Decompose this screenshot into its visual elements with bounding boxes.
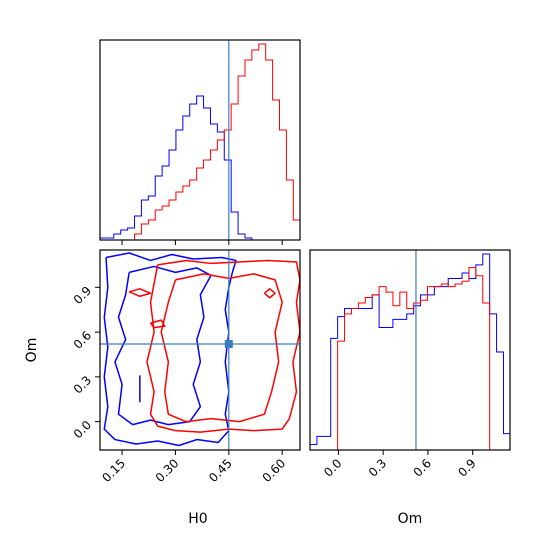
contour-y-tick-label: 0.0 [71,418,94,441]
contour-y-ticks: 0.0 0.3 0.6 0.9 [71,284,100,441]
contour-x-ticks: 0.15 0.30 0.45 0.60 [99,450,288,485]
x-axis-label-om: Om [398,511,423,527]
om-histogram-x-tick-label: 0.0 [321,456,344,479]
contour-x-tick-label: 0.30 [153,456,182,485]
om-histogram-x-tick-label: 0.6 [411,456,434,479]
truth-point-marker [224,340,233,349]
contour-red-inner-4 [160,273,283,423]
contour-blue-outer-0 [103,252,237,447]
contour-background [100,250,300,450]
contour-red-island-7 [149,319,166,329]
contour-x-tick-label: 0.45 [206,456,235,485]
om-histogram-panel: 0.0 0.3 0.6 0.9 [309,249,511,480]
contour-x-tick-label: 0.60 [260,456,289,485]
contour-y-tick-label: 0.3 [71,373,94,396]
h0-histogram-x-ticks [121,240,283,245]
contour-red-outer-3 [146,259,301,433]
om-histogram-x-tick-label: 0.9 [455,456,478,479]
h0-histogram-background [100,40,300,240]
contour-blue-inner-1 [114,265,212,426]
x-axis-label-h0: H0 [188,511,207,527]
contour-y-tick-label: 0.9 [71,284,94,307]
contour-y-tick-label: 0.6 [71,328,94,351]
h0-histogram-step-red [100,43,301,241]
om-histogram-x-tick-label: 0.3 [366,456,389,479]
h0-om-contour-panel: 0.15 0.30 0.45 0.60 0.0 0.3 0.6 0.9 [71,249,301,485]
contour-x-tick-label: 0.15 [99,456,128,485]
om-histogram-step-red [310,267,510,451]
om-histogram-x-ticks: 0.0 0.3 0.6 0.9 [321,450,479,480]
h0-histogram-step-blue [99,95,300,241]
om-histogram-background [310,250,510,450]
om-histogram-series [309,253,511,451]
contour-red-island-6 [128,288,152,298]
h0-histogram-series [99,43,301,241]
h0-histogram-panel [99,39,301,245]
y-axis-label-om: Om [24,338,40,363]
om-histogram-frame [309,249,511,451]
h0-histogram-frame [99,39,301,241]
contour-red-island-5 [263,288,276,299]
contour-frame [99,249,301,451]
contour-series [103,252,301,447]
